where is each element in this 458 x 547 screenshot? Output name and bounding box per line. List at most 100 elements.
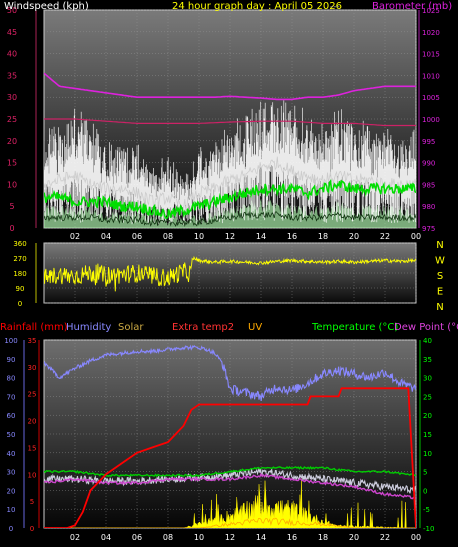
x-tick-label: 22	[380, 232, 390, 241]
extra-temp2-series	[44, 468, 416, 494]
x-tick-label: 04	[101, 533, 111, 542]
barometer-tick-label: 1020	[422, 29, 440, 37]
rain-tick-label: 35	[28, 337, 37, 345]
legend-entry: Humidity	[66, 322, 111, 333]
x-tick-label: 20	[349, 232, 359, 241]
humidity-tick-label: 70	[7, 393, 16, 401]
temperature-tick-label: 30	[423, 375, 432, 383]
temperature-tick-label: 10	[423, 450, 432, 458]
temperature-tick-label: 15	[423, 431, 432, 439]
direction-tick-label: 180	[13, 270, 26, 278]
barometer-tick-label: 1005	[422, 94, 440, 102]
windspeed-tick-label: 15	[7, 159, 17, 168]
compass-label: E	[437, 287, 443, 298]
barometer-tick-label: 990	[422, 160, 435, 168]
windspeed-tick-label: 5	[9, 202, 14, 211]
temperature-tick-label: 20	[423, 412, 432, 420]
wind-gust-series	[44, 100, 416, 225]
direction-tick-label: 360	[13, 240, 26, 248]
legend-entry: Extra temp2	[172, 322, 234, 333]
barometer-tick-label: 980	[422, 203, 435, 211]
wind-direction-ticks: 0 90 180 270 360	[13, 240, 37, 308]
direction-tick-label: 90	[16, 285, 25, 293]
x-tick-label: 00	[411, 533, 421, 542]
temperature-series	[44, 344, 416, 528]
x-tick-label: 16	[287, 232, 297, 241]
direction-tick-label: 0	[18, 300, 22, 308]
x-tick-label: 00	[411, 232, 421, 241]
legend-entry: Dew Point (°C)	[394, 322, 458, 333]
wind-direction-grid	[44, 242, 417, 304]
humidity-tick-label: 40	[7, 450, 16, 458]
windspeed-tick-label: 0	[9, 224, 14, 233]
compass-label: N	[436, 240, 443, 251]
wind-min-series	[44, 210, 416, 227]
temperature-tick-label: 35	[423, 356, 432, 364]
wind-baro-panel: 0510152025303540455097598098599099510001…	[4, 1, 452, 241]
rain-tick-label: 15	[28, 444, 37, 452]
temperature-tick-label: 5	[423, 469, 427, 477]
wind-direction-series	[44, 255, 416, 292]
compass-label: W	[435, 256, 445, 267]
compass-label: S	[437, 271, 443, 282]
wind-10min-series	[44, 178, 416, 220]
humidity-tick-label: 20	[7, 487, 16, 495]
x-tick-label: 18	[318, 533, 328, 542]
temperature-legend: Rainfall (mm)Humidity Solar Extra temp2 UV T…	[0, 322, 458, 333]
uv-series	[44, 517, 416, 528]
barometer-tick-label: 1010	[422, 72, 440, 80]
rain-tick-label: 30	[28, 364, 37, 372]
wind-baro-ticks: 0510152025303540455097598098599099510001…	[7, 6, 440, 241]
humidity-tick-label: 80	[7, 375, 16, 383]
chart-date-title: 24 hour graph day : April 05 2026	[172, 1, 342, 12]
x-tick-label: 14	[256, 533, 266, 542]
barometer-tick-label: 1000	[422, 116, 440, 124]
wind-baro-series	[44, 72, 416, 228]
x-tick-label: 10	[194, 533, 204, 542]
humidity-tick-label: 90	[7, 356, 16, 364]
rain-tick-label: 0	[30, 525, 34, 533]
legend-entry: Rainfall (mm)	[0, 322, 68, 333]
barometer-tick-label: 985	[422, 181, 435, 189]
humidity-tick-label: 100	[4, 337, 17, 345]
windspeed-tick-label: 25	[7, 115, 17, 124]
solar-series	[44, 478, 416, 528]
rain-tick-label: 5	[30, 498, 34, 506]
x-tick-label: 20	[349, 533, 359, 542]
x-tick-label: 08	[163, 232, 173, 241]
x-tick-label: 06	[132, 232, 142, 241]
barometer-tick-label: 1025	[422, 7, 440, 15]
x-tick-label: 22	[380, 533, 390, 542]
legend-entry: Solar	[118, 322, 144, 333]
windspeed-tick-label: 10	[7, 180, 17, 189]
temperature-panel: 010203040506070809010005101520253035-10-…	[0, 322, 458, 542]
x-tick-label: 18	[318, 232, 328, 241]
temperature-tick-label: -5	[423, 506, 430, 514]
rain-tick-label: 20	[28, 418, 37, 426]
barometer-axis-label: Barometer (mb)	[372, 1, 452, 12]
humidity-tick-label: 10	[7, 506, 16, 514]
windspeed-tick-label: 30	[7, 93, 17, 102]
wind-avg-series	[44, 156, 416, 213]
x-tick-label: 02	[70, 232, 80, 241]
x-tick-label: 10	[194, 232, 204, 241]
barometer_2-series	[44, 118, 416, 127]
barometer-tick-label: 995	[422, 138, 435, 146]
wind-direction-series	[44, 255, 416, 292]
windspeed-tick-label: 45	[7, 28, 17, 37]
temperature-tick-label: -10	[423, 525, 434, 533]
temperature-tick-label: 25	[423, 393, 432, 401]
dew-point-series	[44, 472, 416, 500]
rain-tick-label: 25	[28, 391, 37, 399]
barometer-tick-label: 975	[422, 225, 435, 233]
x-tick-label: 08	[163, 533, 173, 542]
x-tick-label: 02	[70, 533, 80, 542]
x-tick-label: 06	[132, 533, 142, 542]
humidity-tick-label: 50	[7, 431, 16, 439]
chart-date-title-suffix: ---	[330, 2, 340, 12]
compass-label: N	[436, 302, 443, 313]
barometer-series	[44, 72, 416, 101]
